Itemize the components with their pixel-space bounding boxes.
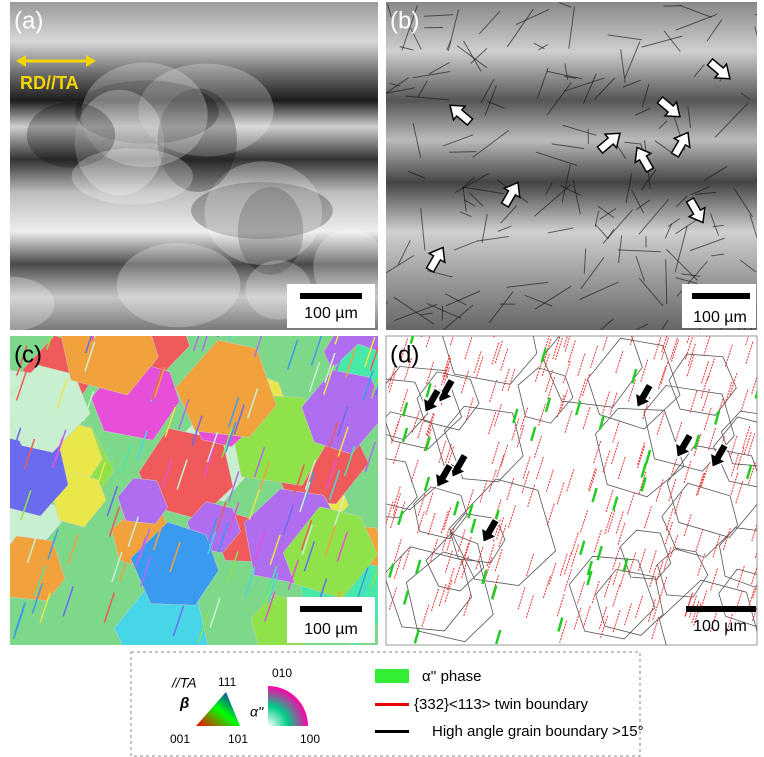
panel-label: (a) — [14, 7, 43, 34]
ipf-quadrant — [268, 686, 308, 726]
ipf-triangle — [196, 692, 240, 726]
ipf-corner: 010 — [272, 666, 292, 680]
legend-label: {332}<113> twin boundary — [414, 696, 589, 713]
scale-bar — [686, 606, 756, 612]
ipf-phase: α'' — [250, 704, 265, 720]
texture — [449, 152, 476, 153]
ipf-direction: //TA — [171, 675, 197, 691]
ipf-corner: 100 — [300, 732, 320, 746]
legend-swatch — [375, 730, 409, 733]
texture — [72, 148, 193, 204]
ipf-phase: β — [179, 695, 189, 712]
panel-label: (b) — [390, 7, 419, 34]
texture — [117, 243, 241, 327]
panel-b-image — [386, 2, 757, 330]
ipf-corner: 001 — [170, 732, 190, 746]
scale-bar-label: 100 µm — [304, 621, 358, 638]
ipf-corner: 101 — [228, 732, 248, 746]
panel-label: (d) — [390, 341, 419, 368]
direction-label: RD//TA — [20, 73, 79, 93]
legend-label: High angle grain boundary >15° — [432, 723, 644, 740]
legend-swatch — [375, 703, 409, 706]
legend-swatch — [375, 669, 409, 683]
figure: (a) (b) (c) (d) RD//TA 100 µm 100 µm 100… — [0, 0, 764, 757]
panel-label: (c) — [14, 341, 42, 368]
legend-label: α'' phase — [422, 668, 481, 685]
ipf-corner: 111 — [218, 675, 237, 689]
scale-bar-label: 100 µm — [693, 618, 747, 635]
scale-bar-label: 100 µm — [304, 305, 358, 322]
scale-bar-label: 100 µm — [693, 309, 747, 326]
